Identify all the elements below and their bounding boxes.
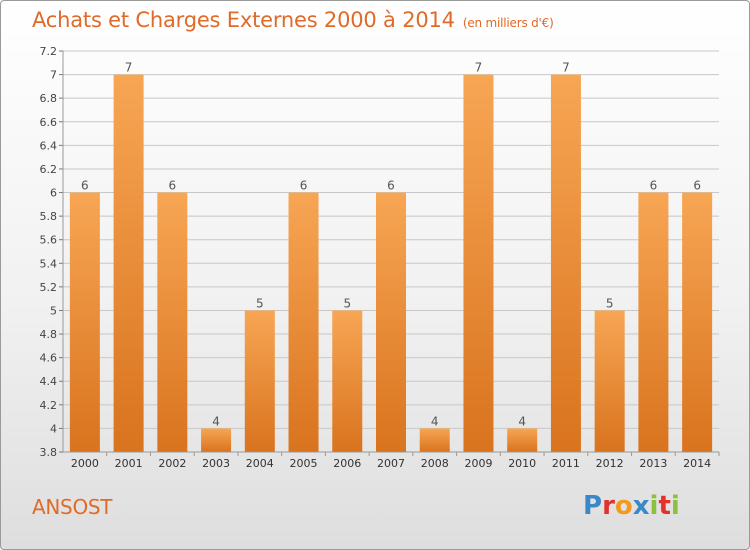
y-tick-label: 4.8 [40, 328, 58, 341]
brand-letter: r [602, 491, 615, 521]
data-label: 6 [81, 179, 89, 193]
y-tick-label: 5.6 [40, 234, 58, 247]
bar [594, 310, 625, 452]
x-tick-label: 2009 [464, 457, 492, 470]
brand-letter: P [583, 491, 603, 521]
y-tick-label: 4.2 [40, 399, 58, 412]
data-label: 6 [693, 179, 701, 193]
data-label: 4 [518, 414, 526, 428]
brand-letter: i [649, 491, 659, 521]
data-label: 5 [606, 296, 614, 310]
x-tick-label: 2008 [421, 457, 449, 470]
commune-name: ANSOST [32, 495, 113, 519]
data-labels: 6 7 6 4 5 6 5 6 4 7 4 7 5 6 6 [81, 61, 701, 429]
data-label: 6 [650, 179, 658, 193]
x-tick-label: 2002 [158, 457, 186, 470]
y-tick-label: 4.6 [40, 352, 58, 365]
bar [638, 192, 669, 452]
chart-title: Achats et Charges Externes 2000 à 2014 (e… [32, 8, 554, 32]
data-label: 4 [431, 414, 439, 428]
bars [69, 74, 713, 453]
y-tick-label: 6.4 [40, 139, 58, 152]
y-tick-label: 7.2 [40, 45, 58, 58]
data-label: 4 [212, 414, 220, 428]
y-tick-label: 6.2 [40, 163, 58, 176]
chart-unit: (en milliers d'€) [462, 16, 554, 30]
bar [69, 192, 100, 452]
x-tick-label: 2014 [683, 457, 711, 470]
x-tick-label: 2010 [508, 457, 536, 470]
y-tick-label: 4 [50, 422, 57, 435]
y-tick-label: 3.8 [40, 446, 58, 459]
y-axis: 3.8 4 4.2 4.4 4.6 4.8 5 5.2 5.4 5.6 5.8 6 6.2 6.4 6.6 6… [40, 45, 64, 459]
bar [376, 192, 406, 452]
bar [419, 428, 450, 452]
brand-logo: Proxiti [583, 491, 680, 521]
brand-letter: x [632, 491, 650, 521]
bar [550, 74, 581, 453]
y-tick-label: 5 [50, 304, 57, 317]
data-label: 7 [562, 61, 570, 75]
x-tick-label: 2000 [71, 457, 99, 470]
bar [157, 192, 188, 452]
y-tick-label: 4.4 [40, 375, 58, 388]
y-tick-label: 5.4 [40, 257, 58, 270]
brand-letter: i [670, 491, 680, 521]
y-tick-label: 7 [50, 69, 57, 82]
bar [113, 74, 144, 453]
bar [244, 310, 275, 452]
y-tick-label: 6.8 [40, 92, 58, 105]
chart-title-text: Achats et Charges Externes 2000 à 2014 [32, 8, 455, 32]
data-label: 7 [125, 61, 133, 75]
x-tick-label: 2006 [333, 457, 361, 470]
y-tick-label: 5.2 [40, 281, 58, 294]
y-tick-label: 6.6 [40, 116, 58, 129]
x-tick-label: 2005 [290, 457, 318, 470]
x-tick-label: 2004 [246, 457, 274, 470]
data-label: 5 [256, 296, 264, 310]
bar [288, 192, 319, 452]
x-tick-label: 2007 [377, 457, 405, 470]
bar [507, 428, 538, 452]
x-tick-label: 2011 [552, 457, 580, 470]
data-label: 6 [387, 179, 395, 193]
bar [201, 428, 232, 452]
bar [463, 74, 494, 453]
data-label: 6 [169, 179, 177, 193]
bar [682, 192, 713, 452]
data-label: 6 [300, 179, 308, 193]
x-tick-label: 2012 [596, 457, 624, 470]
y-tick-label: 5.8 [40, 210, 58, 223]
x-tick-label: 2003 [202, 457, 230, 470]
y-tick-label: 6 [50, 187, 57, 200]
x-axis: 2000 2001 2002 2003 2004 2005 2006 2007 2008 2009… [63, 451, 720, 470]
bar [332, 310, 363, 452]
brand-letter: t [658, 491, 671, 521]
data-label: 7 [475, 61, 483, 75]
x-tick-label: 2001 [115, 457, 143, 470]
x-tick-label: 2013 [639, 457, 667, 470]
data-label: 5 [343, 296, 351, 310]
brand-letter: o [614, 491, 633, 521]
